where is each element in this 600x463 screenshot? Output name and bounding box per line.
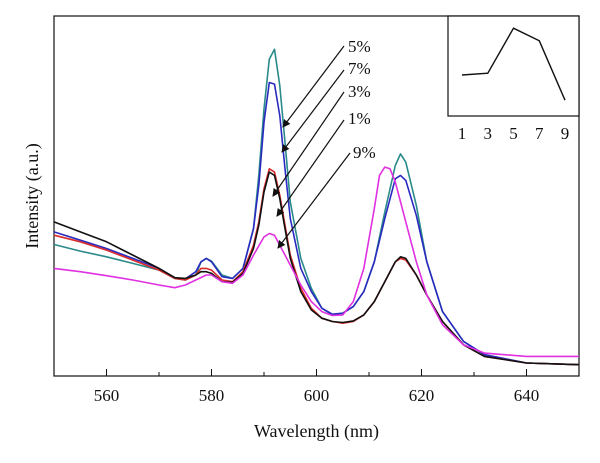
series-line-9pct: [53, 166, 579, 358]
x-tick-label: 580: [199, 386, 225, 405]
annotation-label: 1%: [348, 109, 371, 128]
concentration-annotations: 5% 7% 3% 1% 9%: [272, 37, 376, 249]
inset-tick-label: 1: [458, 124, 467, 143]
annotation-arrow: [281, 69, 345, 153]
inset-tick-label: 3: [484, 124, 493, 143]
series-line-7pct: [53, 81, 580, 366]
series-line-1pct: [53, 171, 580, 366]
x-axis-title: Wavelength (nm): [254, 421, 379, 442]
annotation-label: 5%: [348, 37, 371, 56]
annotation-label: 3%: [348, 82, 371, 101]
annotation-arrow: [272, 91, 345, 197]
x-tick-label: 620: [409, 386, 435, 405]
annotation-arrow: [276, 119, 345, 217]
spectra-plot: 560 580 600 620 640: [53, 15, 580, 405]
x-tick-label: 600: [304, 386, 330, 405]
y-axis-title: Intensity (a.u.): [22, 143, 43, 248]
annotation-label: 9%: [353, 143, 376, 162]
inset-frame: [447, 15, 580, 117]
annotation-arrow: [282, 45, 345, 128]
inset-tick-label: 5: [509, 124, 518, 143]
inset-line: [461, 27, 566, 101]
inset-tick-label: 9: [561, 124, 570, 143]
annotation-arrow: [277, 152, 351, 249]
x-tick-label: 640: [514, 386, 540, 405]
inset-tick-label: 7: [535, 124, 544, 143]
x-tick-label: 560: [94, 386, 120, 405]
annotation-label: 7%: [348, 59, 371, 78]
